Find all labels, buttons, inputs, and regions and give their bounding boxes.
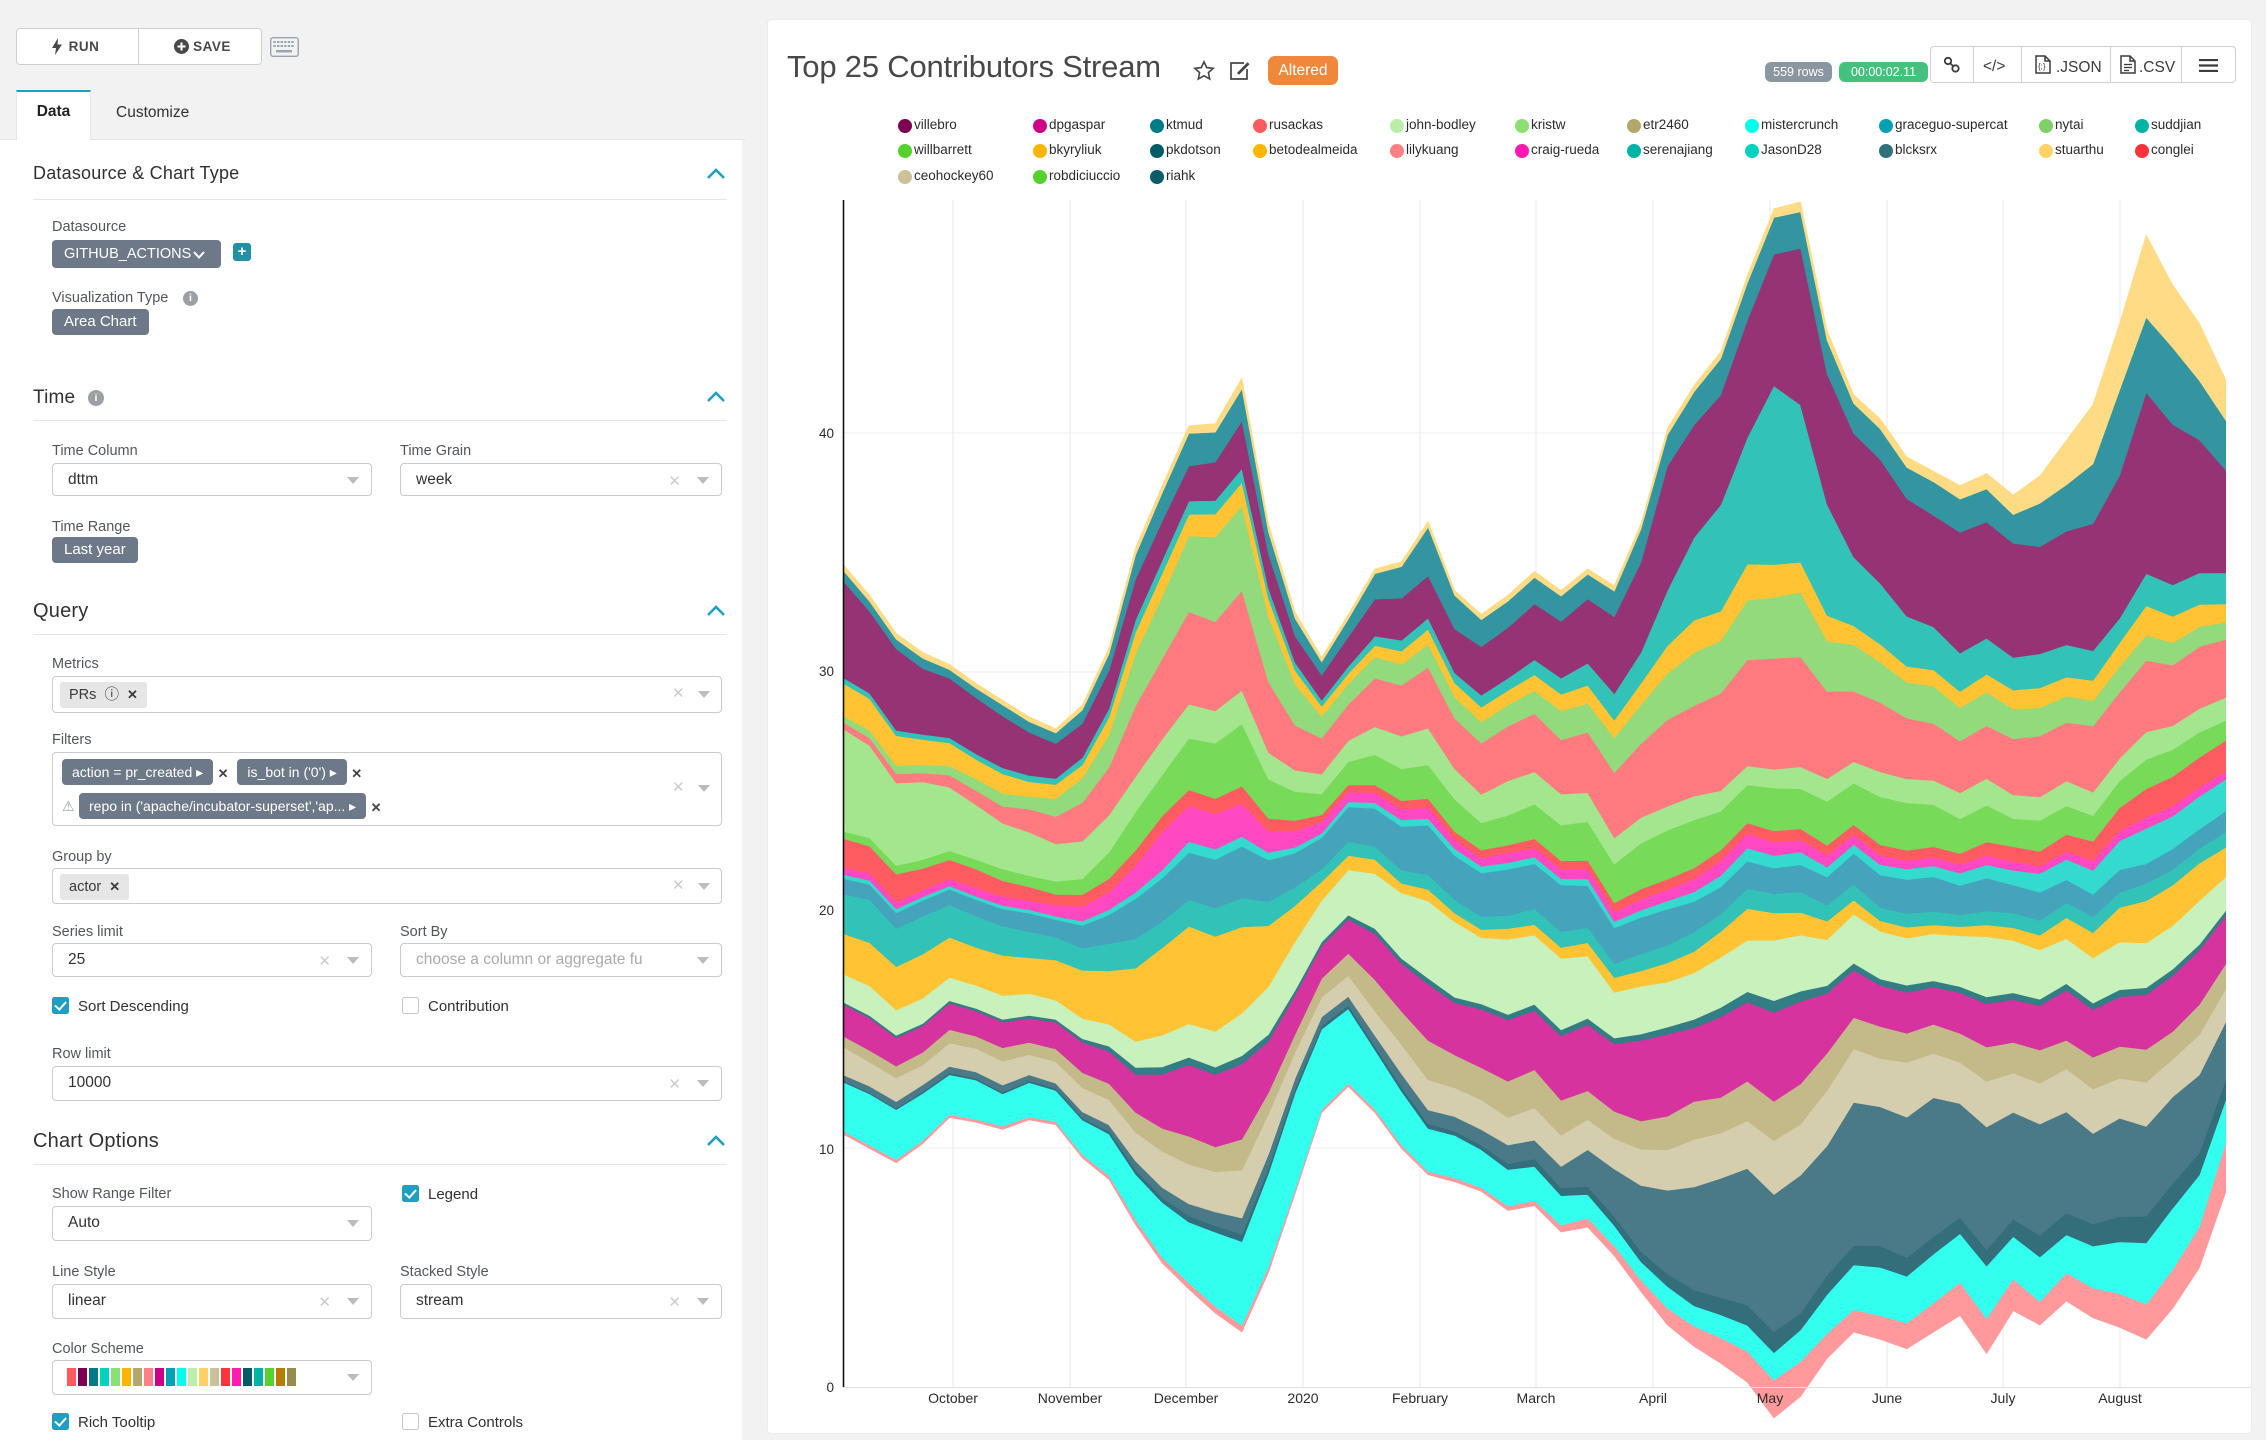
svg-text:February: February [1392, 1390, 1448, 1406]
svg-text:30: 30 [819, 664, 834, 679]
svg-text:December: December [1154, 1390, 1219, 1406]
svg-text:May: May [1757, 1390, 1783, 1406]
svg-text:2020: 2020 [1287, 1390, 1318, 1406]
svg-text:July: July [1991, 1390, 2016, 1406]
svg-text:40: 40 [819, 426, 834, 441]
svg-text:March: March [1517, 1390, 1556, 1406]
svg-text:{;}: {;} [2038, 62, 2046, 71]
svg-text:10: 10 [819, 1142, 834, 1157]
svg-text:June: June [1872, 1390, 1903, 1406]
svg-text:0: 0 [826, 1380, 834, 1395]
svg-text:October: October [928, 1390, 978, 1406]
svg-text:20: 20 [819, 903, 834, 918]
svg-text:April: April [1639, 1390, 1667, 1406]
svg-text:August: August [2098, 1390, 2142, 1406]
svg-text:November: November [1038, 1390, 1103, 1406]
